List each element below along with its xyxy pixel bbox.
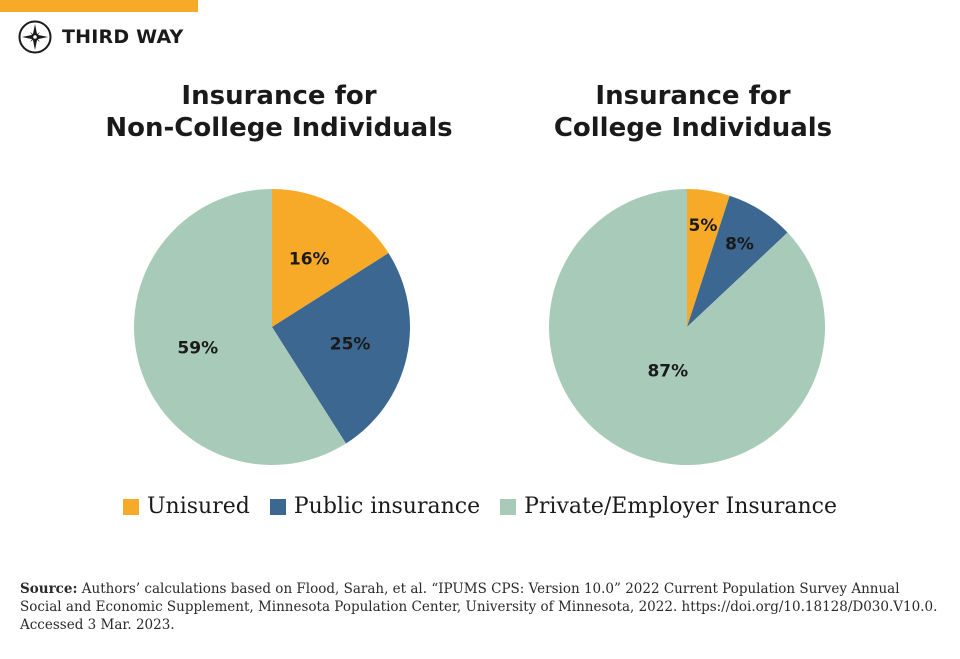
legend-swatch-green [500,498,517,515]
legend-swatch-orange [123,498,140,515]
slice-label-private: 59% [177,339,218,359]
chart-title-line: Insurance for [181,81,377,111]
legend-item-unisured: Unisured [123,494,250,519]
source-label: Source: [20,581,78,597]
source-text: Authors’ calculations based on Flood, Sa… [20,581,938,633]
pie-chart-non-college: 16% 25% 59% [133,189,410,465]
brand-name: THIRD WAY [62,26,184,48]
legend-label: Unisured [147,494,250,519]
chart-title-college: Insurance for College Individuals [463,80,923,144]
slice-label-unisured: 16% [289,249,330,269]
legend-label: Private/Employer Insurance [524,494,837,519]
pie-slice-unisured [687,189,730,327]
legend-item-private: Private/Employer Insurance [500,494,837,519]
legend-item-public: Public insurance [269,494,481,519]
pie-chart-college: 5% 8% 87% [549,189,825,465]
source-note: Source: Authors’ calculations based on F… [20,580,945,634]
compass-icon [18,20,52,54]
logo: THIRD WAY [18,20,184,54]
slice-label-public: 25% [330,334,371,354]
chart-title-line: Non-College Individuals [105,113,453,143]
pie-slice-public [687,195,788,327]
pie-slice-public [272,253,410,444]
chart-title-line: College Individuals [553,113,833,143]
slice-label-public: 8% [725,234,754,254]
chart-title-non-college: Insurance for Non-College Individuals [49,80,509,144]
legend-swatch-blue [269,498,286,515]
top-accent-bar [0,0,198,12]
pie-slice-unisured [272,189,389,327]
pie-slice-private [549,189,825,465]
pie-slice-private [133,189,346,465]
legend-label: Public insurance [293,494,481,519]
legend: Unisured Public insurance Private/Employ… [0,494,960,519]
slice-label-unisured: 5% [689,216,718,236]
chart-title-line: Insurance for [595,81,791,111]
slice-label-private: 87% [647,361,688,381]
